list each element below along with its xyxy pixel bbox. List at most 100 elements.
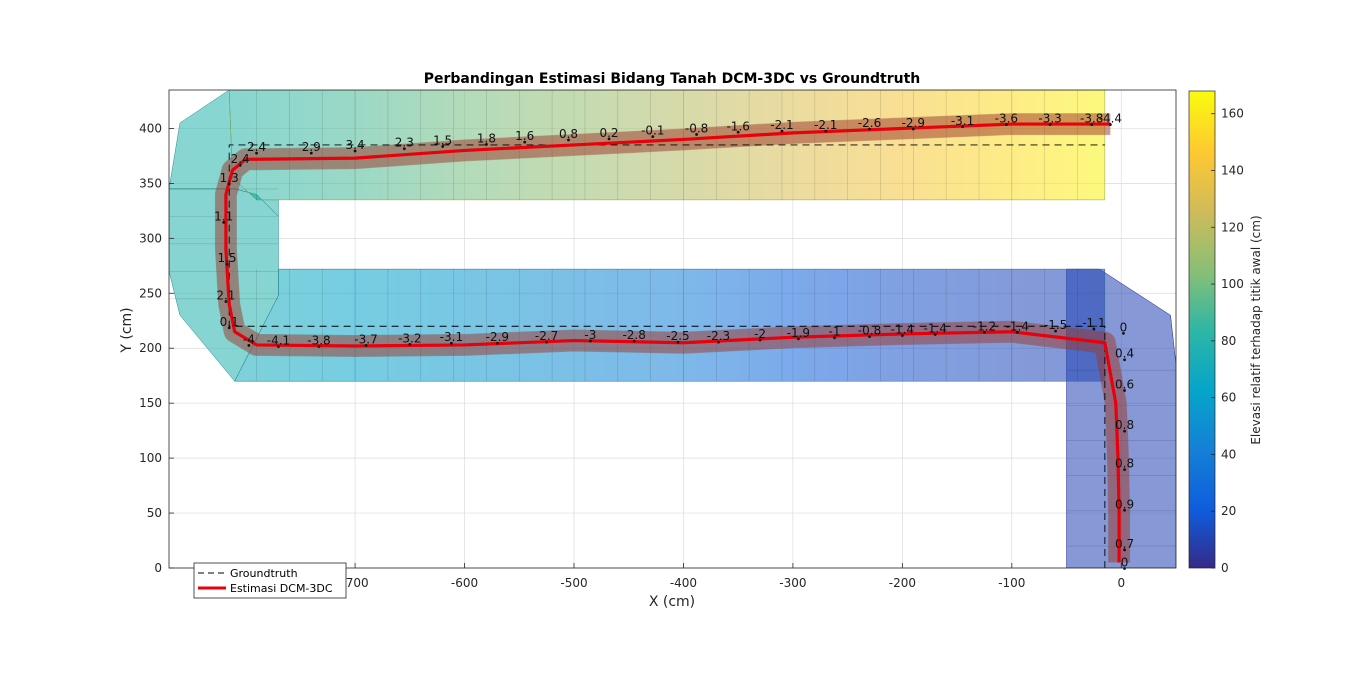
point-label: 0.6 — [1115, 377, 1134, 391]
x-ticks: -700 -600 -500 -400 -300 -200 -100 0 — [341, 563, 1125, 590]
point-label: -2.8 — [622, 328, 645, 342]
point-label: -3.2 — [398, 331, 421, 345]
point-label: -4 — [243, 332, 255, 346]
point-label: -1.1 — [1082, 316, 1105, 330]
point-label: 1.3 — [220, 171, 239, 185]
point-marker — [833, 336, 836, 340]
x-tick-label: 0 — [1117, 576, 1125, 590]
axes-box — [168, 89, 1177, 569]
point-marker — [1004, 123, 1008, 126]
point-marker — [780, 129, 784, 133]
point-marker — [1015, 330, 1019, 334]
point-label: -4.1 — [267, 334, 290, 348]
point-marker — [933, 333, 937, 336]
point-label: -3.3 — [1038, 112, 1061, 126]
colorbar-ticks: 0 20 40 60 80 100 120 140 160 — [1211, 107, 1244, 575]
point-marker — [353, 149, 357, 153]
point-label: 1.8 — [477, 131, 496, 145]
legend-estimate-label: Estimasi DCM-3DC — [230, 582, 333, 595]
point-label: 1.5 — [217, 251, 236, 265]
point-marker — [1123, 508, 1126, 512]
point-marker — [736, 130, 740, 134]
point-marker — [796, 337, 800, 341]
point-marker — [225, 262, 229, 266]
x-tick-label: -500 — [560, 576, 587, 590]
colorbar-label: Elevasi relatif terhadap titik awal (cm) — [1249, 215, 1263, 444]
point-label: -2.7 — [535, 329, 558, 343]
point-marker — [1090, 123, 1094, 126]
y-tick-label: 50 — [147, 506, 162, 520]
y-tick-label: 350 — [139, 176, 162, 190]
estimate-line — [224, 122, 1121, 563]
point-marker — [408, 342, 412, 346]
point-marker — [227, 182, 231, 186]
point-marker — [1054, 329, 1057, 333]
point-marker — [1123, 548, 1126, 552]
point-marker — [1108, 123, 1112, 126]
point-label: 2.1 — [216, 288, 235, 302]
point-label: 1.5 — [433, 134, 452, 148]
point-label: -2.9 — [486, 330, 509, 344]
y-tick-label: 100 — [139, 451, 162, 465]
paths — [214, 113, 1131, 568]
point-label: 0.8 — [1115, 418, 1134, 432]
point-label: 0.2 — [599, 126, 618, 140]
point-marker — [277, 345, 280, 348]
x-tick-label: -300 — [779, 576, 806, 590]
x-tick-label: -200 — [889, 576, 916, 590]
point-marker — [495, 341, 499, 345]
point-label: 0.1 — [220, 315, 239, 329]
x-tick-label: -700 — [341, 576, 368, 590]
point-marker — [717, 340, 720, 344]
point-marker — [695, 133, 698, 136]
y-tick-label: 400 — [139, 121, 162, 135]
point-label: -3.6 — [995, 112, 1018, 126]
point-marker — [1123, 468, 1126, 472]
point-label: 0.8 — [559, 127, 578, 141]
point-marker — [1123, 389, 1126, 392]
point-label: 2.4 — [247, 140, 266, 154]
point-marker — [227, 326, 231, 330]
y-ticks: 0 50 100 150 200 250 300 350 400 — [139, 121, 174, 575]
x-tick-label: -400 — [670, 576, 697, 590]
point-marker — [651, 135, 655, 139]
x-tick-label: -100 — [998, 576, 1025, 590]
point-marker — [523, 140, 527, 144]
point-marker — [449, 341, 453, 345]
point-marker — [632, 339, 636, 343]
point-label: 1.6 — [515, 129, 534, 143]
point-label: -3 — [584, 328, 596, 342]
point-label: -0.1 — [641, 124, 664, 138]
point-label: -1.4 — [891, 323, 914, 337]
colorbar-tick-label: 80 — [1221, 334, 1236, 348]
point-marker — [589, 339, 592, 343]
point-label: -1.2 — [973, 319, 996, 333]
point-marker — [1048, 123, 1052, 126]
point-label: 0 — [1120, 320, 1128, 334]
chart-title: Perbandingan Estimasi Bidang Tanah DCM-3… — [424, 71, 921, 87]
point-marker — [868, 127, 871, 131]
point-marker — [545, 340, 549, 344]
point-marker — [983, 330, 986, 334]
x-axis-label: X (cm) — [649, 594, 695, 610]
colorbar-tick-label: 0 — [1221, 561, 1229, 575]
point-marker — [1122, 331, 1125, 335]
point-label: -2.1 — [814, 118, 837, 132]
groundtruth-line — [228, 144, 1106, 568]
point-label: -2.3 — [707, 329, 730, 343]
legend: Groundtruth Estimasi DCM-3DC — [193, 562, 347, 599]
point-label: 3.4 — [346, 138, 365, 152]
point-marker — [402, 147, 406, 151]
point-marker — [911, 127, 915, 131]
point-label: 2.9 — [302, 140, 321, 154]
point-marker — [238, 163, 242, 167]
y-tick-label: 0 — [154, 561, 162, 575]
point-label: -4.4 — [1099, 112, 1122, 126]
colorbar-tick-label: 120 — [1221, 220, 1244, 234]
point-marker — [824, 129, 828, 133]
y-tick-label: 150 — [139, 396, 162, 410]
point-label: -3.8 — [307, 334, 330, 348]
point-label: 0.7 — [1115, 537, 1134, 551]
point-marker — [224, 300, 228, 303]
